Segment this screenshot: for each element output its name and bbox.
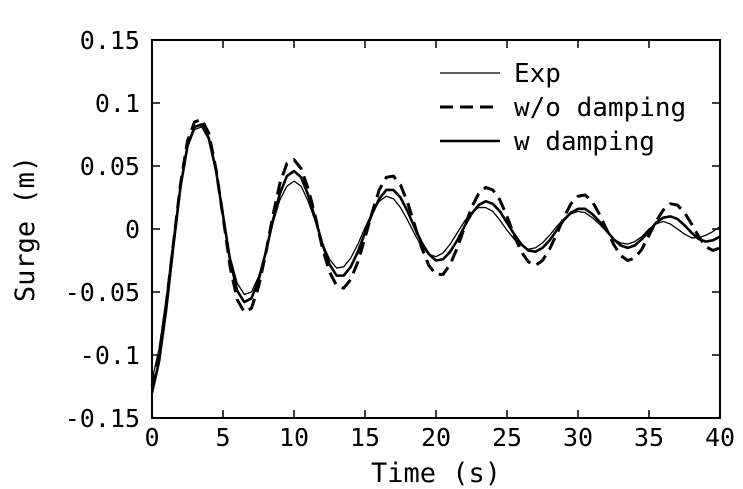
x-axis-label: Time (s): [371, 458, 501, 489]
x-tick-label: 25: [492, 423, 522, 452]
y-tick-label: -0.15: [65, 404, 140, 433]
x-axis-ticks: 0 5 10 15 20 25 30 35 40: [144, 40, 735, 452]
x-tick-label: 0: [144, 423, 159, 452]
x-tick-label: 20: [421, 423, 451, 452]
y-tick-label: 0.15: [80, 26, 140, 55]
series-layer: [150, 117, 721, 394]
series-line-without-damping: [150, 117, 721, 387]
x-tick-label: 10: [279, 423, 309, 452]
y-tick-label: 0.1: [95, 89, 140, 118]
series-line-exp: [151, 126, 721, 381]
x-tick-label: 5: [215, 423, 230, 452]
x-tick-label: 15: [350, 423, 380, 452]
legend-label-with-damping: w damping: [514, 127, 655, 157]
legend: Exp w/o damping w damping: [440, 59, 686, 157]
y-tick-label: 0: [125, 215, 140, 244]
y-axis-label: Surge (m): [10, 156, 41, 302]
legend-label-without-damping: w/o damping: [514, 93, 686, 123]
series-line-with-damping: [150, 123, 721, 394]
x-tick-label: 30: [563, 423, 593, 452]
y-tick-label: 0.05: [80, 152, 140, 181]
x-tick-label: 35: [634, 423, 664, 452]
legend-label-exp: Exp: [514, 59, 561, 89]
x-tick-label: 40: [705, 423, 735, 452]
plot-area: 0 5 10 15 20 25 30 35 40 -0.15-0.1-0.0500.050.10…: [65, 26, 735, 452]
y-axis-ticks: -0.15 -0.1 -0.05 0 0.05 0.1 0.15: [65, 26, 720, 433]
y-tick-label: -0.05: [65, 278, 140, 307]
y-tick-label: -0.1: [80, 341, 140, 370]
